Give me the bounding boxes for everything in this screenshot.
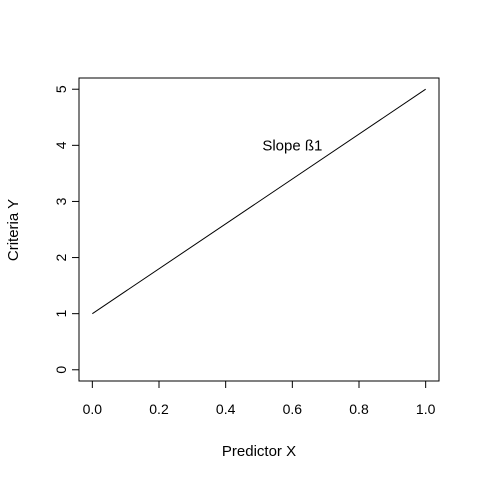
series-layer — [92, 88, 426, 315]
x-tick-label: 1.0 — [416, 401, 436, 417]
slope-annotation: Slope ß1 — [262, 137, 322, 154]
x-tick-label: 0.8 — [349, 401, 369, 417]
y-tick-label: 4 — [53, 141, 69, 149]
x-tick-label: 0.6 — [283, 401, 303, 417]
series-line — [92, 88, 426, 315]
y-tick-label: 2 — [53, 253, 69, 261]
x-axis-title: Predictor X — [222, 443, 296, 460]
x-tick-label: 0.0 — [83, 401, 103, 417]
x-tick-label: 0.2 — [149, 401, 169, 417]
x-tick-label: 0.4 — [216, 401, 236, 417]
y-tick-label: 5 — [53, 85, 69, 93]
annotation-layer: Slope ß1 — [262, 137, 322, 154]
y-tick-label: 1 — [53, 310, 69, 318]
y-tick-label: 0 — [53, 366, 69, 374]
y-axis: 0 1 2 3 4 5 — [53, 85, 80, 374]
y-tick-label: 3 — [53, 197, 69, 205]
x-axis: 0.0 0.2 0.4 0.6 0.8 1.0 — [83, 380, 436, 417]
y-axis-title: Criteria Y — [5, 199, 22, 261]
